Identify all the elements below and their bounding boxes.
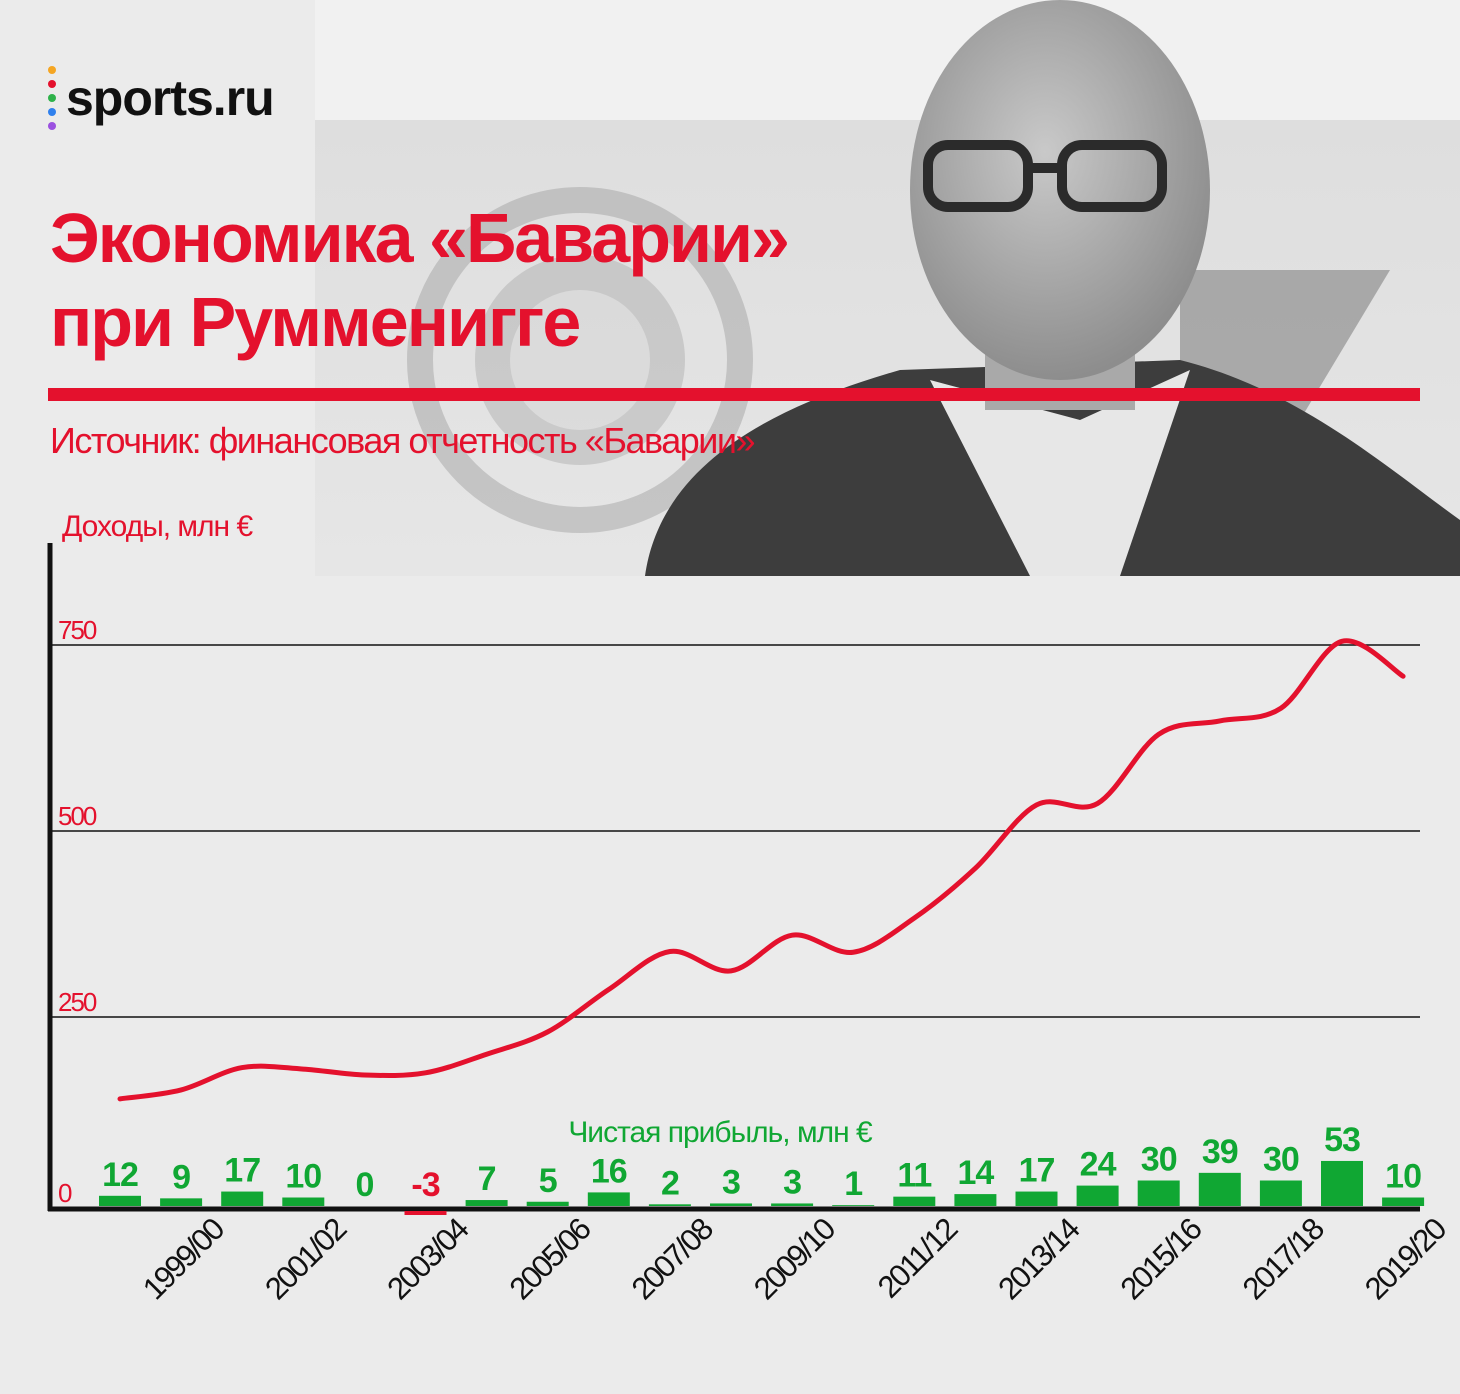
profit-bar bbox=[1076, 1185, 1119, 1206]
profit-bar bbox=[1382, 1197, 1425, 1206]
profit-bar bbox=[404, 1211, 447, 1215]
profit-value-label: -3 bbox=[411, 1166, 439, 1204]
revenue-line-layer bbox=[117, 638, 1406, 1102]
x-tick-label: 2019/20 bbox=[1358, 1211, 1453, 1306]
y-tick-label: 750 bbox=[58, 615, 97, 645]
profit-bar bbox=[1137, 1180, 1180, 1206]
profit-bar bbox=[710, 1203, 752, 1206]
x-tick-label: 2001/02 bbox=[258, 1212, 353, 1307]
revenue-line bbox=[117, 638, 1406, 1102]
title-underline bbox=[48, 388, 1420, 401]
profit-value-label: 10 bbox=[1385, 1158, 1421, 1196]
profit-value-label: 9 bbox=[172, 1158, 190, 1196]
x-tick-label: 2015/16 bbox=[1114, 1212, 1209, 1307]
profit-value-label: 11 bbox=[897, 1157, 931, 1195]
profit-value-label: 17 bbox=[1019, 1152, 1055, 1190]
profit-series-label: Чистая прибыль, млн € bbox=[568, 1116, 873, 1149]
profit-value-label: 2 bbox=[661, 1164, 679, 1202]
x-tick-label: 2011/12 bbox=[871, 1212, 964, 1305]
profit-bar bbox=[1259, 1180, 1302, 1206]
profit-bars bbox=[99, 1160, 1425, 1215]
x-tick-label: 2007/08 bbox=[625, 1212, 720, 1307]
x-tick-label: 2009/10 bbox=[747, 1211, 842, 1306]
profit-bar bbox=[832, 1205, 875, 1206]
page-title: Экономика «Баварии» при Румменигге bbox=[50, 196, 790, 364]
profit-value-label: 16 bbox=[591, 1152, 627, 1190]
profit-value-label: 17 bbox=[224, 1152, 260, 1190]
profit-bar bbox=[954, 1194, 997, 1206]
y-tick-label: 500 bbox=[58, 801, 97, 831]
profit-bar bbox=[1321, 1160, 1363, 1206]
profit-value-label: 3 bbox=[783, 1163, 801, 1201]
profit-value-label: 7 bbox=[478, 1160, 496, 1198]
x-tick-label: 2013/14 bbox=[991, 1211, 1086, 1306]
profit-bar bbox=[771, 1203, 814, 1206]
y-tick-label: 0 bbox=[58, 1178, 72, 1208]
profit-value-label: 39 bbox=[1202, 1133, 1238, 1171]
profit-value-label: 24 bbox=[1080, 1146, 1117, 1184]
profit-value-label: 53 bbox=[1324, 1121, 1360, 1159]
profit-bar bbox=[282, 1197, 325, 1206]
profit-bar bbox=[465, 1200, 508, 1206]
profit-bar bbox=[893, 1196, 936, 1206]
profit-value-label: 3 bbox=[722, 1163, 740, 1201]
profit-value-label: 5 bbox=[539, 1162, 557, 1200]
profit-bar bbox=[221, 1191, 264, 1206]
logo-dots bbox=[48, 66, 56, 130]
x-tick-label: 2017/18 bbox=[1236, 1212, 1331, 1307]
profit-bar bbox=[587, 1192, 630, 1206]
profit-bar bbox=[99, 1195, 141, 1206]
profit-value-label: 10 bbox=[285, 1158, 321, 1196]
profit-value-label: 14 bbox=[957, 1154, 994, 1192]
profit-bar bbox=[648, 1204, 691, 1206]
axes bbox=[47, 543, 1420, 1212]
glasses-shape bbox=[923, 140, 1167, 212]
x-tick-label: 2005/06 bbox=[503, 1212, 598, 1307]
profit-value-label: 30 bbox=[1141, 1141, 1177, 1179]
x-tick-label: 2003/04 bbox=[380, 1211, 475, 1306]
source-caption: Источник: финансовая отчетность «Баварии… bbox=[50, 420, 755, 461]
profit-bar bbox=[526, 1201, 569, 1206]
y-tick-label: 250 bbox=[58, 987, 97, 1017]
profit-value-label: 30 bbox=[1263, 1141, 1299, 1179]
profit-bar bbox=[1015, 1191, 1058, 1206]
sports-ru-logo[interactable]: sports.ru bbox=[48, 66, 275, 130]
title-line-2: при Румменигге bbox=[50, 283, 581, 361]
profit-value-label: 1 bbox=[844, 1165, 862, 1203]
profit-value-label: 12 bbox=[102, 1156, 138, 1194]
profit-bar bbox=[160, 1198, 203, 1206]
title-line-1: Экономика «Баварии» bbox=[50, 199, 790, 277]
background-photo bbox=[315, 0, 1460, 576]
profit-value-label: 0 bbox=[355, 1166, 373, 1204]
grid-lines bbox=[50, 644, 1420, 1018]
x-tick-label: 1999/00 bbox=[136, 1211, 231, 1306]
y-axis-label: Доходы, млн € bbox=[62, 510, 253, 543]
logo-text: sports.ru bbox=[66, 70, 275, 126]
profit-bar bbox=[1198, 1172, 1241, 1206]
